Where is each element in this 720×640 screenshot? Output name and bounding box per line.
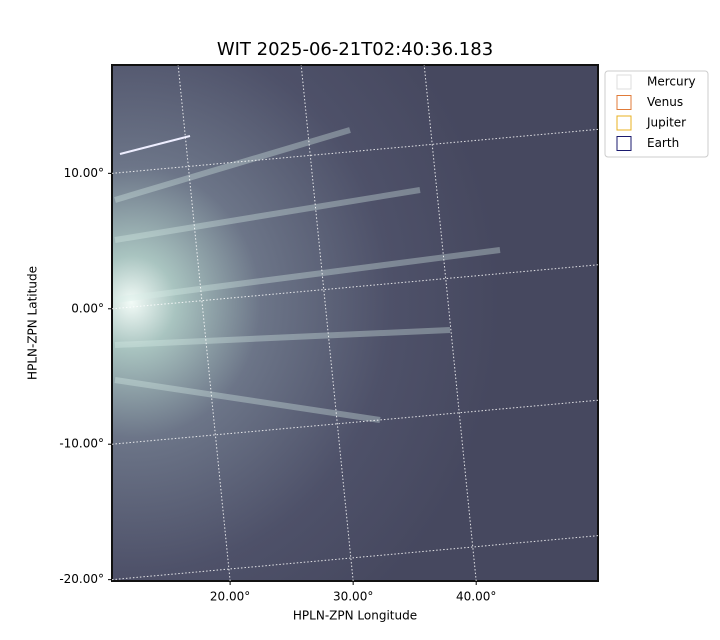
x-tick-label: 30.00° <box>333 590 373 604</box>
legend-label: Venus <box>647 95 683 109</box>
legend-marker <box>616 115 632 131</box>
y-tick-label: 10.00° <box>64 166 104 180</box>
grid-line <box>111 399 599 445</box>
legend-label: Mercury <box>647 75 696 89</box>
grid-line <box>423 64 477 582</box>
grid-line <box>111 535 599 581</box>
grid-line <box>177 64 231 582</box>
x-tick-label: 20.00° <box>210 590 250 604</box>
sky-image <box>111 64 599 582</box>
grid-line <box>111 264 599 310</box>
grid-line <box>111 128 599 174</box>
legend-marker <box>616 74 632 90</box>
legend-label: Earth <box>647 136 679 150</box>
legend-marker <box>616 136 632 151</box>
y-tick-label: -20.00° <box>59 572 104 586</box>
legend-label: Jupiter <box>646 116 686 130</box>
x-axis-label: HPLN-ZPN Longitude <box>293 609 417 623</box>
legend-marker <box>616 95 632 110</box>
y-tick-label: -10.00° <box>59 437 104 451</box>
y-axis-label: HPLN-ZPN Latitude <box>26 266 40 380</box>
x-tick-label: 40.00° <box>456 590 496 604</box>
legend <box>604 70 709 158</box>
chart-title: WIT 2025-06-21T02:40:36.183 <box>217 39 493 60</box>
grid-line <box>300 64 354 582</box>
y-tick-label: 0.00° <box>71 301 104 315</box>
